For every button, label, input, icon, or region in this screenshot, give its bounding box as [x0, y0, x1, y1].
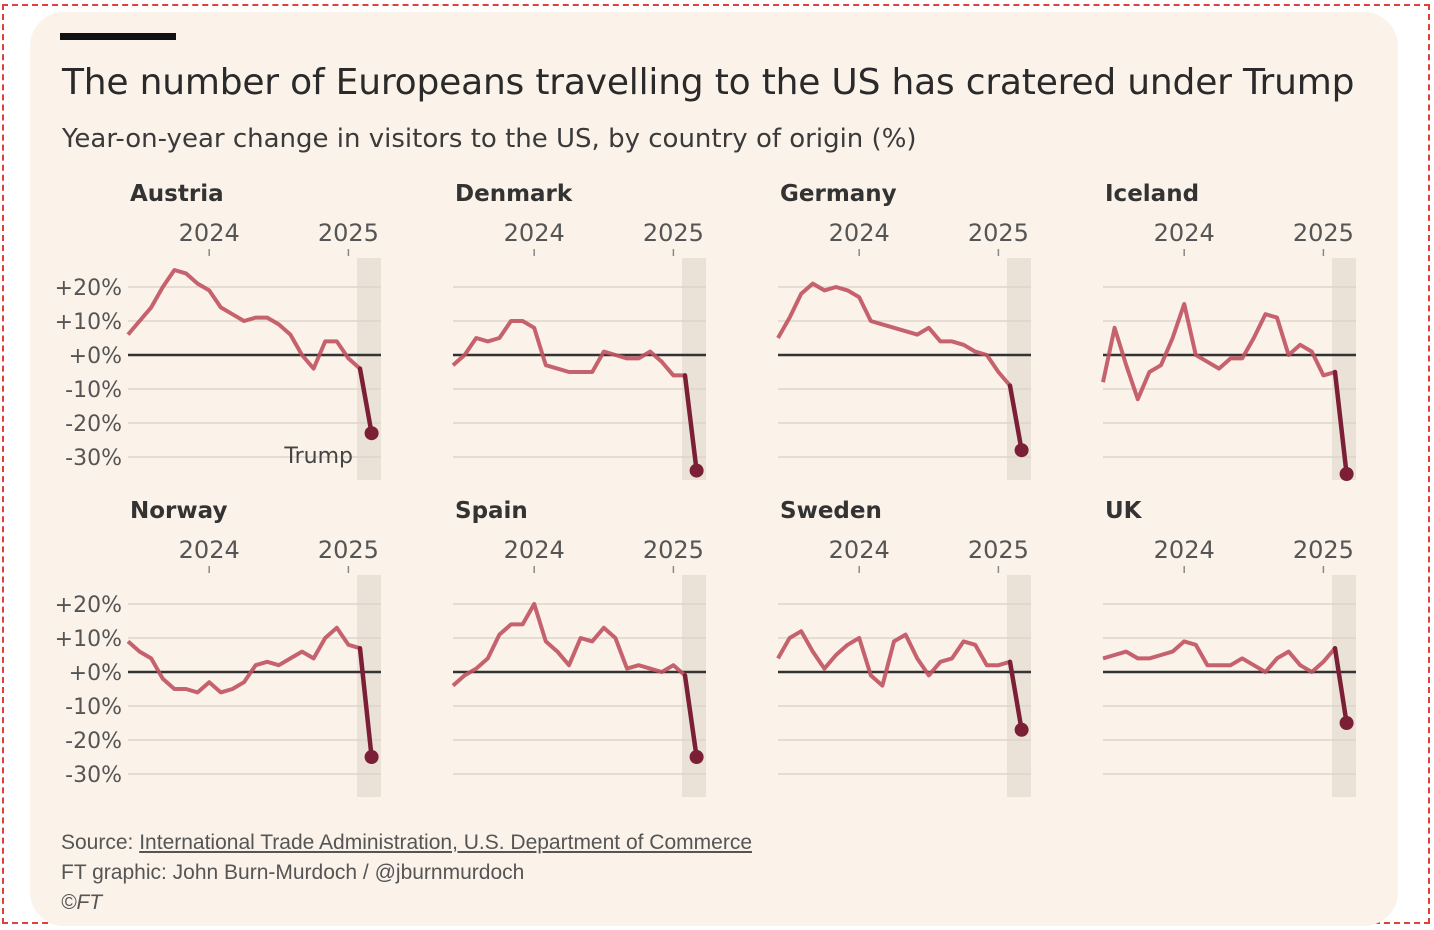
- panel-title: Austria: [130, 181, 224, 207]
- series-line: [451, 319, 685, 378]
- source-line: Source: International Trade Administrati…: [61, 831, 752, 855]
- chart-subtitle: Year-on-year change in visitors to the U…: [62, 124, 917, 154]
- post-trump-line: [357, 645, 374, 760]
- panel-title: Sweden: [780, 498, 882, 524]
- y-tick-label: -20%: [65, 412, 122, 437]
- latest-data-point: [689, 463, 704, 478]
- y-tick-label: +10%: [55, 627, 122, 652]
- x-tick-label: 2024: [179, 219, 240, 247]
- trump-annotation: Trump: [283, 444, 353, 469]
- trump-period-shade: [1007, 575, 1031, 797]
- x-tick-label: 2025: [318, 219, 379, 247]
- y-tick-label: -10%: [65, 695, 122, 720]
- y-tick-label: -30%: [65, 763, 122, 788]
- y-tick-label: -20%: [65, 729, 122, 754]
- latest-data-point: [689, 750, 704, 764]
- post-trump-line: [682, 373, 699, 473]
- panel-germany: Germany 2024 2025: [776, 181, 1031, 480]
- y-tick-label: +20%: [55, 276, 122, 301]
- copyright: ©FT: [61, 891, 103, 914]
- series-line: [126, 268, 362, 371]
- latest-data-point: [1014, 443, 1029, 458]
- panel-title: Norway: [130, 498, 227, 524]
- panel-title: Denmark: [455, 181, 573, 207]
- chart-title: The number of Europeans travelling to th…: [62, 62, 1355, 103]
- latest-data-point: [364, 426, 379, 441]
- panel-title: Spain: [455, 498, 528, 524]
- y-tick-label: +0%: [69, 661, 122, 686]
- x-tick-label: 2024: [829, 219, 890, 247]
- panel-norway: +20% +10% +0% -10% -20% -30% Norway 2024 2025: [55, 498, 381, 797]
- latest-data-point: [1339, 716, 1354, 730]
- x-tick-label: 2024: [829, 536, 890, 564]
- y-tick-label: -30%: [65, 446, 122, 471]
- source-link[interactable]: International Trade Administration, U.S.…: [139, 831, 752, 854]
- panel-title: Iceland: [1105, 181, 1199, 207]
- series-line: [451, 602, 687, 688]
- post-trump-line: [357, 366, 374, 436]
- x-tick-label: 2025: [1293, 219, 1354, 247]
- trump-period-shade: [357, 575, 381, 797]
- y-tick-label: +10%: [55, 310, 122, 335]
- x-tick-label: 2024: [179, 536, 240, 564]
- trump-period-shade: [1332, 575, 1356, 797]
- latest-data-point: [1339, 467, 1354, 481]
- panel-spain: Spain 2024 2025: [451, 498, 706, 797]
- panel-title: UK: [1105, 498, 1143, 524]
- x-tick-label: 2025: [318, 536, 379, 564]
- x-tick-label: 2025: [1293, 536, 1354, 564]
- x-tick-label: 2025: [643, 536, 704, 564]
- series-line: [776, 281, 1012, 387]
- x-tick-label: 2025: [968, 536, 1029, 564]
- x-tick-label: 2024: [504, 536, 565, 564]
- series-line: [1102, 639, 1337, 674]
- panel-iceland: Iceland 2024 2025: [1101, 181, 1356, 481]
- panel-sweden: Sweden 2024 2025: [776, 498, 1031, 797]
- post-trump-line: [1332, 645, 1349, 726]
- series-line: [126, 625, 361, 695]
- x-tick-label: 2024: [504, 219, 565, 247]
- panel-austria: +20% +10% +0% -10% -20% -30% Austria 2024 2025 Tr…: [55, 181, 381, 480]
- series-line: [1101, 302, 1336, 402]
- post-trump-line: [1332, 369, 1349, 477]
- x-tick-label: 2024: [1154, 536, 1215, 564]
- panel-uk: UK 2024 2025: [1102, 498, 1356, 797]
- latest-data-point: [364, 750, 379, 764]
- y-tick-label: +20%: [55, 593, 122, 618]
- series-line: [776, 629, 1011, 688]
- post-trump-line: [1007, 383, 1024, 453]
- x-tick-label: 2024: [1154, 219, 1215, 247]
- latest-data-point: [1014, 722, 1029, 737]
- y-tick-label: +0%: [69, 344, 122, 369]
- post-trump-line: [682, 673, 699, 760]
- source-label: Source:: [61, 831, 140, 854]
- ft-brand-bar: [60, 33, 176, 40]
- x-tick-label: 2025: [968, 219, 1029, 247]
- y-tick-label: -10%: [65, 378, 122, 403]
- credit-line: FT graphic: John Burn-Murdoch / @jburnmu…: [61, 861, 525, 884]
- x-tick-label: 2025: [643, 219, 704, 247]
- panel-title: Germany: [780, 181, 897, 207]
- post-trump-line: [1007, 659, 1024, 733]
- panel-denmark: Denmark 2024 2025: [451, 181, 706, 480]
